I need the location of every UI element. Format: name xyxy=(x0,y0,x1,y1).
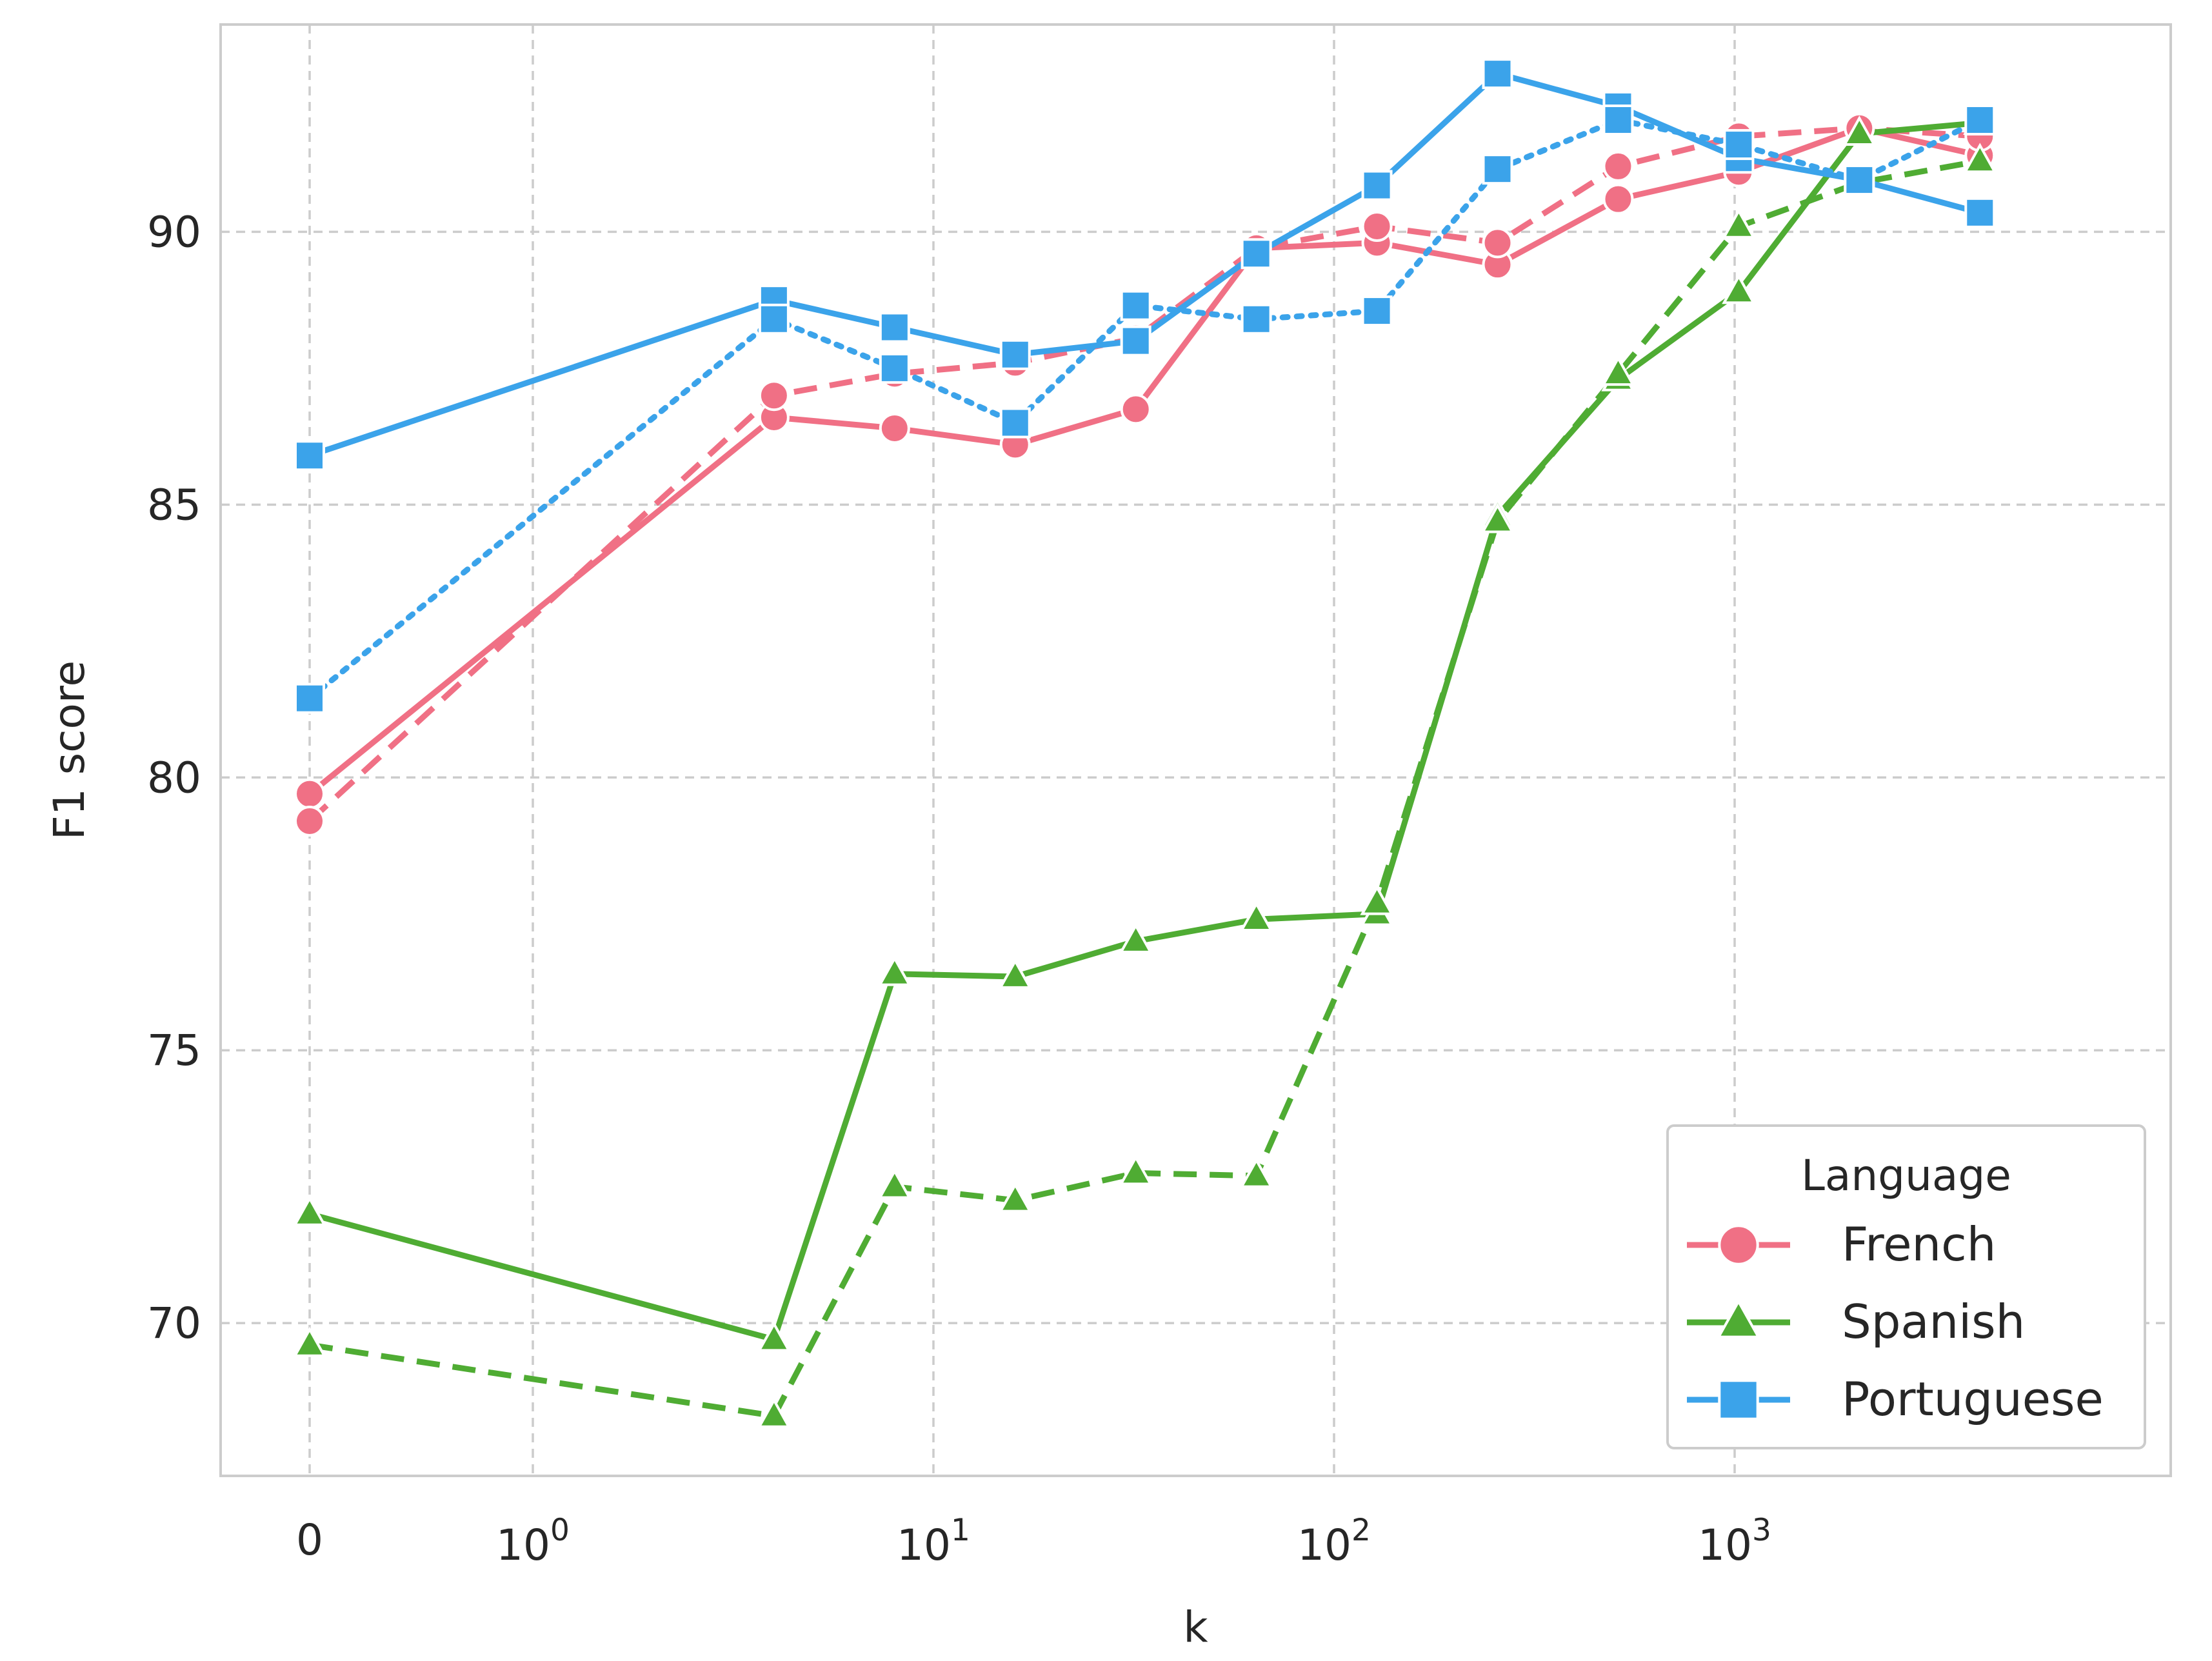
data-point-portuguese xyxy=(758,303,790,335)
y-tick-label: 70 xyxy=(147,1298,201,1348)
data-point-spanish xyxy=(1119,922,1153,953)
series-lines-layer xyxy=(306,70,1983,1419)
legend-marker-french xyxy=(1718,1224,1759,1266)
data-point-spanish xyxy=(1360,884,1394,915)
plot-frame xyxy=(219,23,2172,1477)
tick-labels-layer: 0 100 101 102 103 70 75 80 85 90 xyxy=(147,207,1771,1570)
data-point-spanish xyxy=(1963,143,1997,174)
legend: Language French Spanish Portuguese xyxy=(1666,1124,2146,1449)
data-point-french xyxy=(1361,210,1393,242)
data-point-french xyxy=(1602,150,1634,182)
x-tick-label: 103 xyxy=(1698,1513,1771,1570)
data-point-portuguese xyxy=(999,407,1031,439)
data-point-portuguese xyxy=(1964,197,1996,228)
data-point-portuguese xyxy=(1361,170,1393,201)
data-point-french xyxy=(879,412,910,444)
data-point-spanish xyxy=(1239,1157,1273,1188)
y-tick-label: 75 xyxy=(147,1026,201,1075)
data-point-portuguese xyxy=(294,682,325,714)
x-tick-label: 102 xyxy=(1297,1513,1371,1570)
series-line-french-dashed xyxy=(307,125,1980,824)
data-point-portuguese xyxy=(1602,104,1634,136)
data-point-portuguese xyxy=(1241,238,1272,270)
y-tick-label: 80 xyxy=(147,753,201,802)
data-point-french xyxy=(1602,183,1634,215)
y-tick-label: 85 xyxy=(147,480,201,530)
data-point-portuguese xyxy=(1964,104,1996,136)
series-line-spanish-solid xyxy=(308,119,1980,1342)
data-point-french xyxy=(758,380,790,412)
x-axis-label: k xyxy=(1183,1602,1208,1652)
data-point-spanish xyxy=(1842,115,1877,146)
data-point-french xyxy=(294,778,325,810)
data-point-portuguese xyxy=(879,312,910,343)
legend-box xyxy=(1666,1124,2146,1449)
data-point-spanish xyxy=(877,1168,912,1199)
data-point-spanish xyxy=(998,1182,1032,1213)
legend-title: Language xyxy=(1801,1151,2011,1200)
legend-marker-spanish xyxy=(1716,1298,1761,1338)
x-tick-label: 100 xyxy=(496,1513,570,1570)
legend-marker-portuguese xyxy=(1718,1379,1759,1420)
y-tick-label: 90 xyxy=(147,207,201,257)
data-point-spanish xyxy=(1722,274,1756,304)
data-point-portuguese xyxy=(1482,58,1513,90)
x-tick-label: 101 xyxy=(897,1513,970,1570)
x-tick-label: 0 xyxy=(296,1515,323,1565)
legend-label-french: French xyxy=(1842,1217,1996,1271)
data-point-french xyxy=(294,805,325,837)
data-point-portuguese xyxy=(1361,295,1393,327)
data-point-spanish xyxy=(1119,1155,1153,1186)
markers-layer xyxy=(292,58,1997,1428)
data-point-portuguese xyxy=(1844,164,1875,196)
data-point-portuguese xyxy=(1482,154,1513,185)
data-point-portuguese xyxy=(1120,290,1151,321)
legend-entries: French Spanish Portuguese xyxy=(1687,1217,2104,1426)
data-point-spanish xyxy=(757,1321,792,1352)
series-line-portuguese-dotted xyxy=(306,117,1983,702)
legend-label-spanish: Spanish xyxy=(1842,1295,2025,1349)
data-point-french xyxy=(1120,393,1151,425)
data-point-portuguese xyxy=(1120,325,1151,357)
data-point-spanish xyxy=(877,955,912,986)
data-point-portuguese xyxy=(999,339,1031,370)
data-point-spanish xyxy=(292,1326,327,1357)
data-point-spanish xyxy=(1722,208,1756,239)
data-point-spanish xyxy=(1601,355,1635,386)
data-point-spanish xyxy=(1239,901,1273,932)
data-point-portuguese xyxy=(879,352,910,384)
data-point-spanish xyxy=(998,958,1032,989)
series-line-spanish-dashed xyxy=(309,158,1981,1419)
data-point-spanish xyxy=(757,1397,792,1428)
data-point-spanish xyxy=(292,1195,327,1226)
y-axis-label: F1 score xyxy=(45,661,94,840)
data-point-portuguese xyxy=(1723,129,1755,161)
legend-label-portuguese: Portuguese xyxy=(1842,1372,2104,1426)
data-point-portuguese xyxy=(294,440,325,472)
data-point-portuguese xyxy=(1241,303,1272,335)
series-line-portuguese-solid xyxy=(308,70,1981,459)
data-point-spanish xyxy=(1480,502,1515,533)
data-point-french xyxy=(1482,227,1513,259)
